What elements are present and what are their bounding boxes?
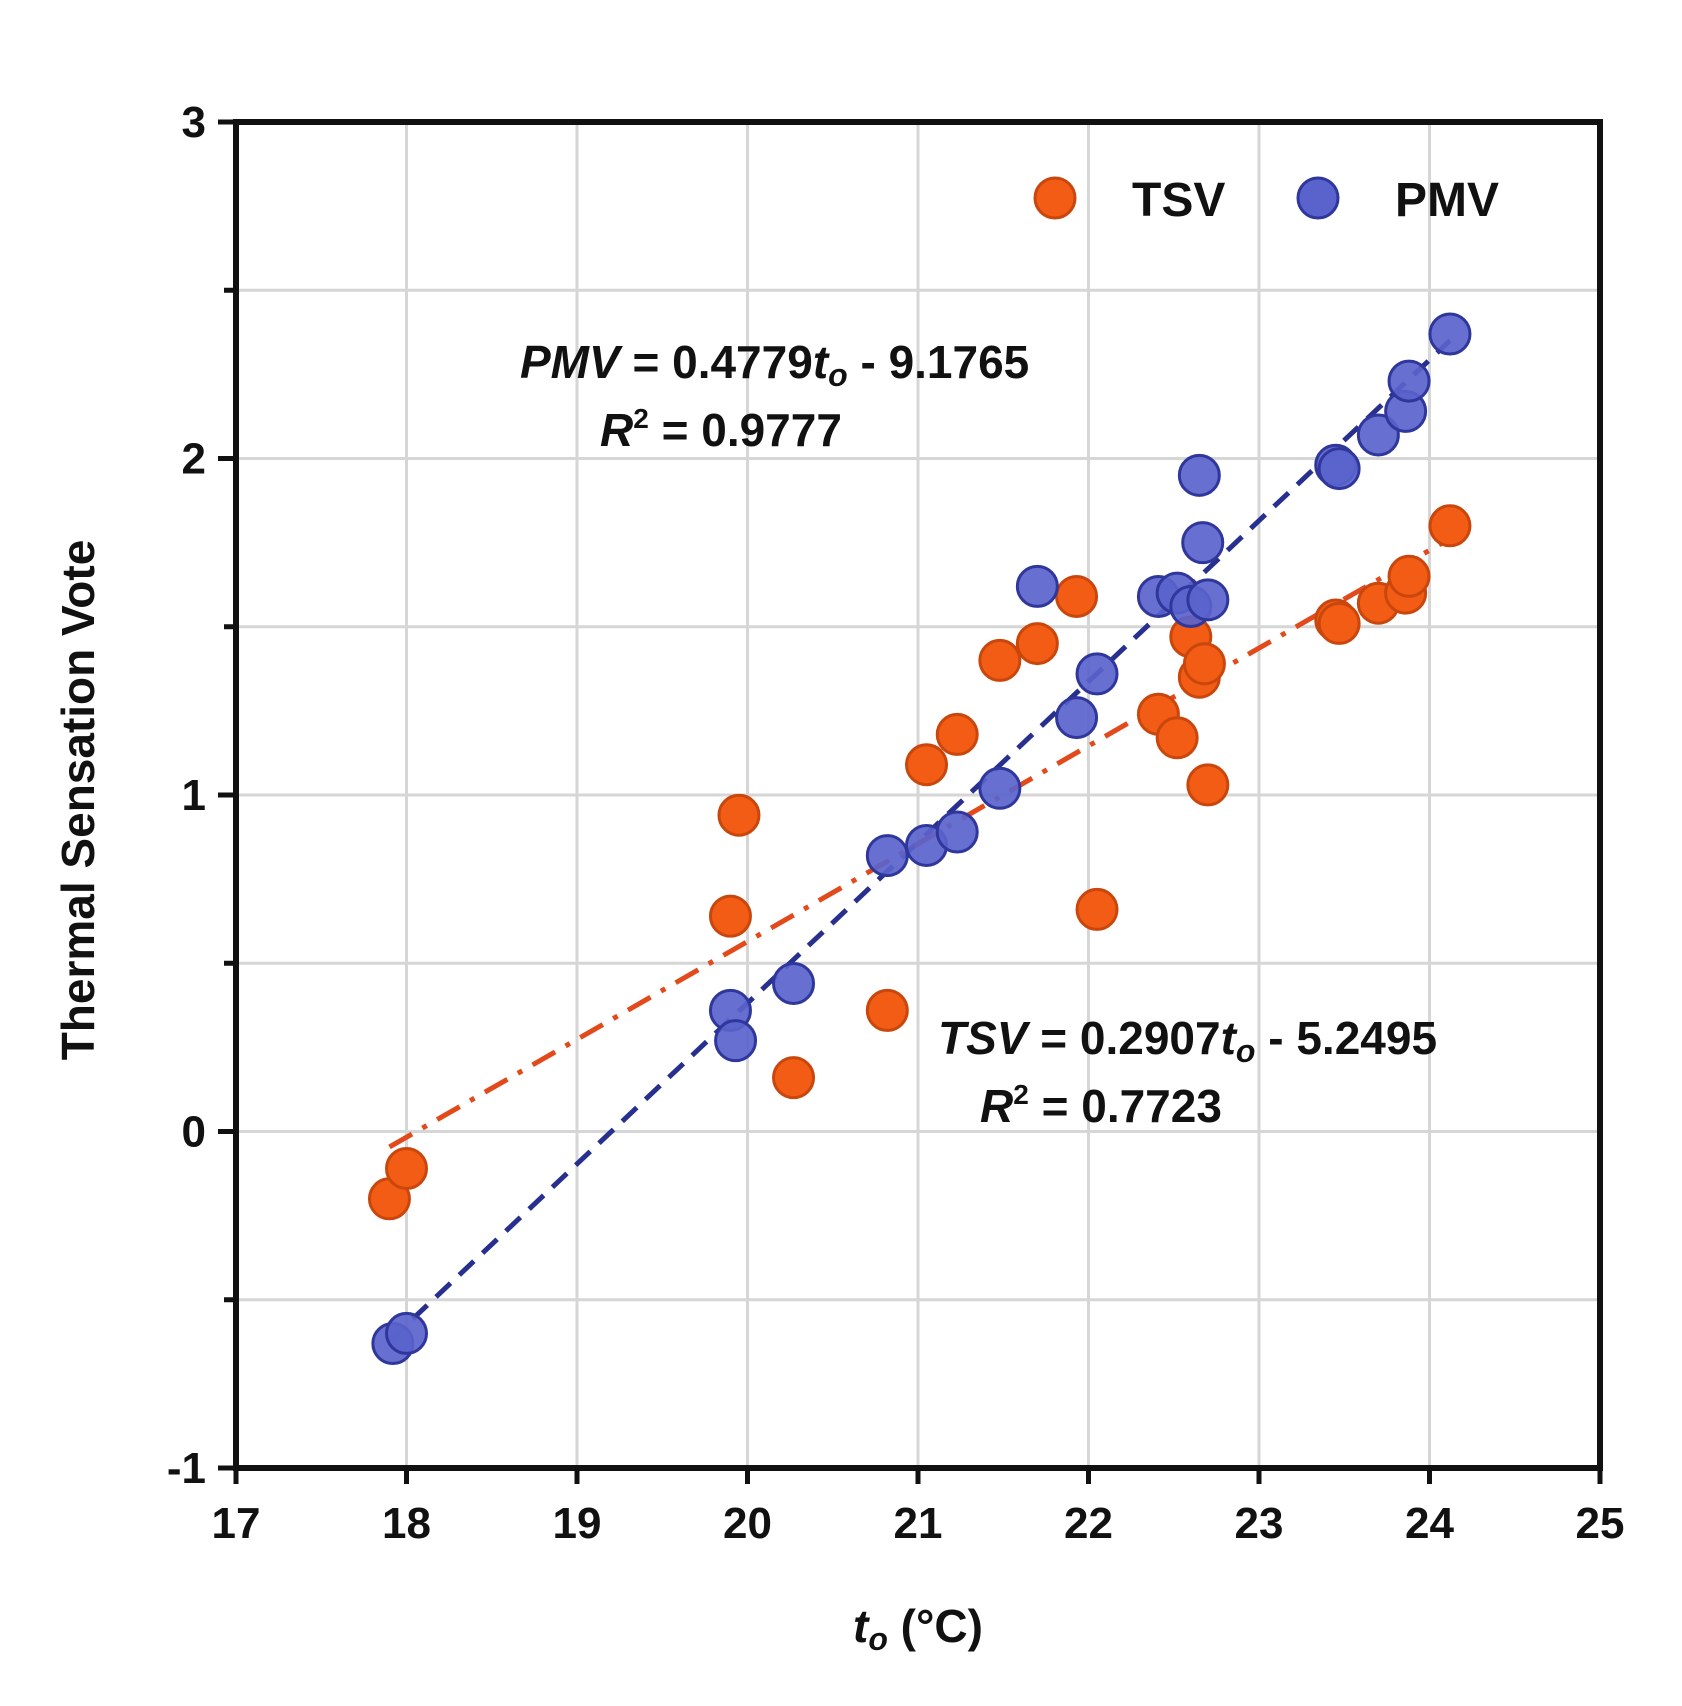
y-tick-label: 3 <box>182 98 206 147</box>
tsv-point <box>935 712 979 756</box>
pmv-point <box>1075 652 1119 696</box>
tsv-point <box>1186 763 1230 807</box>
x-tick-label: 22 <box>1064 1499 1113 1548</box>
tsv-point <box>1015 622 1059 666</box>
pmv-r-squared: R2 = 0.9777 <box>600 403 842 456</box>
y-tick-label: -1 <box>167 1444 206 1493</box>
pmv-fit-line <box>387 338 1452 1343</box>
x-tick-label: 25 <box>1576 1499 1625 1548</box>
tsv-point <box>1155 716 1199 760</box>
pmv-point <box>978 766 1022 810</box>
x-tick-label: 20 <box>723 1499 772 1548</box>
x-tick-label: 21 <box>894 1499 943 1548</box>
axes <box>218 119 1603 1484</box>
pmv-point <box>1015 564 1059 608</box>
y-tick-label: 0 <box>182 1108 206 1157</box>
tsv-point <box>905 743 949 787</box>
tsv-point <box>1317 601 1361 645</box>
tsv-points <box>367 504 1472 1221</box>
legend-marker-tsv <box>1033 176 1077 220</box>
tsv-point <box>1182 642 1226 686</box>
pmv-point <box>1317 447 1361 491</box>
pmv-point <box>1186 578 1230 622</box>
tsv-point <box>385 1147 428 1191</box>
pmv-point <box>1428 312 1472 356</box>
pmv-point <box>1177 453 1221 497</box>
y-axis-title: Thermal Sensation Vote <box>52 540 104 1061</box>
pmv-point <box>772 961 816 1005</box>
tsv-equation: TSV = 0.2907to - 5.2495 <box>938 1012 1437 1069</box>
pmv-equation: PMV = 0.4779to - 9.1765 <box>520 336 1029 393</box>
tsv-r-squared: R2 = 0.7723 <box>980 1079 1222 1132</box>
pmv-point <box>1356 413 1400 457</box>
x-tick-label: 18 <box>382 1499 431 1548</box>
legend-marker-pmv <box>1296 176 1340 220</box>
pmv-point <box>935 810 979 854</box>
tsv-point <box>708 894 752 938</box>
tsv-point <box>772 1056 816 1100</box>
tsv-point <box>1387 554 1431 598</box>
x-axis-title: to (°C) <box>853 1600 983 1657</box>
tsv-point <box>717 793 761 837</box>
y-tick-label: 2 <box>182 435 206 484</box>
pmv-point <box>385 1311 428 1355</box>
pmv-points <box>371 312 1472 1365</box>
grid-lines <box>234 120 1602 1470</box>
legend-label-pmv: PMV <box>1395 174 1499 227</box>
pmv-point <box>1055 696 1099 740</box>
x-tick-label: 24 <box>1405 1499 1454 1548</box>
tsv-point <box>978 638 1022 682</box>
pmv-point <box>1181 521 1225 565</box>
x-tick-label: 23 <box>1235 1499 1284 1548</box>
tsv-point <box>1428 504 1472 548</box>
tsv-point <box>1055 574 1099 618</box>
x-tick-label: 19 <box>553 1499 602 1548</box>
legend: TSV PMV <box>1033 174 1499 227</box>
y-tick-label: 1 <box>182 771 206 820</box>
pmv-point <box>1387 359 1431 403</box>
legend-label-tsv: TSV <box>1132 174 1225 227</box>
pmv-point <box>714 1019 758 1063</box>
tsv-point <box>1075 887 1119 931</box>
pmv-point <box>865 834 909 878</box>
tsv-point <box>865 988 909 1032</box>
x-tick-label: 17 <box>212 1499 261 1548</box>
